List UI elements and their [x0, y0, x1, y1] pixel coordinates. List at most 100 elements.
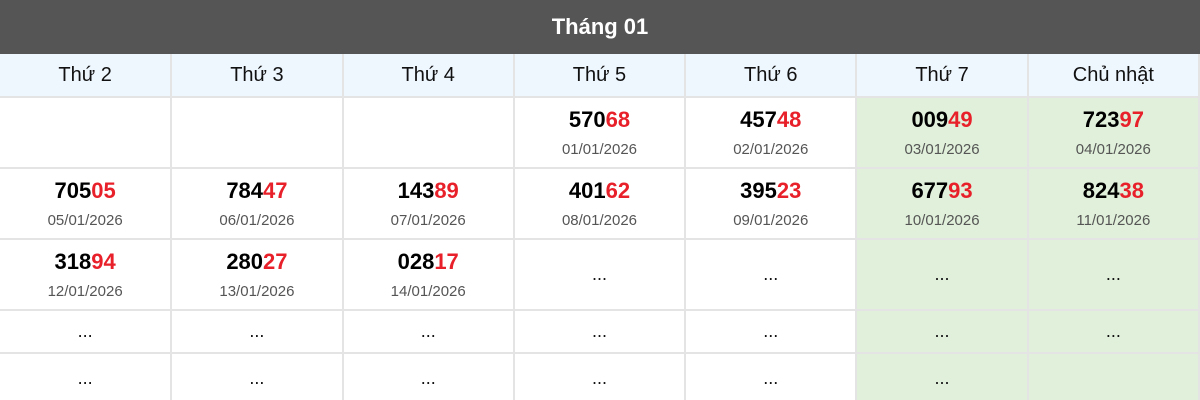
result-date: 03/01/2026 [904, 141, 980, 158]
result-prefix: 705 [54, 178, 92, 203]
day-cell: ... [855, 238, 1029, 311]
result-suffix: 17 [434, 249, 459, 274]
day-cell[interactable]: 02817 14/01/2026 [341, 238, 515, 311]
pending-placeholder: ... [591, 367, 607, 388]
result-date: 01/01/2026 [561, 141, 638, 158]
result-suffix: 23 [776, 178, 802, 203]
result-date: 14/01/2026 [390, 283, 466, 300]
result-suffix: 89 [434, 178, 459, 203]
day-cell[interactable]: 45748 02/01/2026 [684, 96, 858, 169]
result-number: 31894 [0, 249, 170, 275]
weekday-header-row: Thứ 2 Thứ 3 Thứ 4 Thứ 5 Thứ 6 Thứ 7 Chủ nhật [0, 54, 1200, 98]
pending-placeholder: ... [420, 367, 436, 388]
result-prefix: 280 [226, 249, 264, 274]
day-cell: ... [855, 309, 1029, 354]
result-suffix: 68 [605, 107, 631, 132]
result-prefix: 570 [568, 107, 606, 132]
result-number: 40162 [515, 178, 684, 204]
day-cell [341, 96, 515, 169]
day-cell: ... [512, 238, 687, 311]
result-date: 06/01/2026 [219, 212, 295, 229]
day-cell[interactable]: 14389 07/01/2026 [341, 167, 515, 240]
day-cell [170, 96, 344, 169]
pending-placeholder: ... [591, 321, 607, 341]
day-cell[interactable]: 78447 06/01/2026 [170, 167, 344, 240]
day-cell[interactable]: 40162 08/01/2026 [512, 167, 687, 240]
result-date: 13/01/2026 [219, 283, 295, 300]
pending-placeholder: ... [934, 264, 950, 284]
result-prefix: 784 [226, 178, 264, 203]
weekday-header: Thứ 5 [512, 54, 687, 98]
week-row: ..................... [0, 309, 1200, 354]
results-calendar: Thứ 2 Thứ 3 Thứ 4 Thứ 5 Thứ 6 Thứ 7 Chủ nhật 5… [0, 54, 1200, 400]
pending-placeholder: ... [1105, 321, 1121, 341]
result-number: 45748 [686, 107, 855, 133]
result-number: 82438 [1029, 178, 1198, 204]
pending-placeholder: ... [763, 367, 779, 388]
result-prefix: 009 [911, 107, 949, 132]
day-cell[interactable]: 39523 09/01/2026 [684, 167, 858, 240]
week-row: 31894 12/01/2026 28027 13/01/2026 02817 14/01… [0, 238, 1200, 311]
result-prefix: 401 [568, 178, 606, 203]
pending-placeholder: ... [591, 264, 607, 284]
result-prefix: 143 [397, 178, 435, 203]
pending-placeholder: ... [934, 367, 950, 388]
day-cell[interactable]: 72397 04/01/2026 [1026, 96, 1200, 169]
result-suffix: 93 [948, 178, 973, 203]
day-cell[interactable]: 28027 13/01/2026 [170, 238, 344, 311]
weekday-header: Thứ 7 [855, 54, 1029, 98]
result-prefix: 457 [740, 107, 777, 132]
week-row: 57068 01/01/2026 45748 02/01/2026 00949 03/01… [0, 96, 1200, 169]
pending-placeholder: ... [1105, 264, 1121, 284]
result-suffix: 38 [1119, 178, 1144, 203]
pending-placeholder: ... [77, 367, 93, 388]
weekday-header: Thứ 4 [341, 54, 515, 98]
result-number: 00949 [857, 107, 1026, 133]
day-cell: ... [684, 238, 858, 311]
result-date: 02/01/2026 [733, 141, 809, 158]
day-cell[interactable]: 82438 11/01/2026 [1026, 167, 1200, 240]
result-number: 57068 [515, 107, 684, 133]
result-prefix: 318 [54, 249, 92, 274]
result-prefix: 677 [911, 178, 949, 203]
result-suffix: 27 [263, 249, 288, 274]
result-prefix: 028 [397, 249, 435, 274]
day-cell: ... [855, 352, 1029, 400]
day-cell: ... [684, 352, 858, 400]
day-cell: ... [684, 309, 858, 354]
result-number: 14389 [344, 178, 513, 204]
day-cell[interactable]: 70505 05/01/2026 [0, 167, 173, 240]
result-date: 05/01/2026 [47, 212, 123, 229]
pending-placeholder: ... [934, 321, 950, 341]
pending-placeholder: ... [77, 321, 93, 341]
day-cell: ... [1026, 309, 1200, 354]
weekday-header: Chủ nhật [1026, 54, 1200, 98]
pending-placeholder: ... [249, 321, 265, 341]
result-date: 11/01/2026 [1076, 212, 1151, 229]
result-number: 67793 [857, 178, 1026, 204]
week-row: 70505 05/01/2026 78447 06/01/2026 14389 07/01… [0, 167, 1200, 240]
month-title: Tháng 01 [0, 0, 1200, 54]
result-suffix: 05 [91, 178, 116, 203]
pending-placeholder: ... [420, 321, 436, 341]
day-cell[interactable]: 57068 01/01/2026 [512, 96, 687, 169]
day-cell: ... [512, 309, 687, 354]
day-cell[interactable]: 67793 10/01/2026 [855, 167, 1029, 240]
result-suffix: 49 [948, 107, 973, 132]
day-cell: ... [170, 352, 344, 400]
weekday-header: Thứ 6 [684, 54, 858, 98]
result-number: 02817 [344, 249, 513, 275]
weekday-header: Thứ 2 [0, 54, 173, 98]
result-number: 72397 [1029, 107, 1198, 133]
day-cell: ... [0, 352, 173, 400]
result-date: 07/01/2026 [390, 212, 466, 229]
day-cell[interactable]: 31894 12/01/2026 [0, 238, 173, 311]
result-prefix: 723 [1082, 107, 1120, 132]
result-date: 08/01/2026 [561, 212, 638, 229]
result-date: 12/01/2026 [47, 283, 123, 300]
day-cell[interactable]: 00949 03/01/2026 [855, 96, 1029, 169]
weekday-header: Thứ 3 [170, 54, 344, 98]
result-suffix: 94 [91, 249, 116, 274]
result-prefix: 824 [1082, 178, 1120, 203]
result-number: 70505 [0, 178, 170, 204]
